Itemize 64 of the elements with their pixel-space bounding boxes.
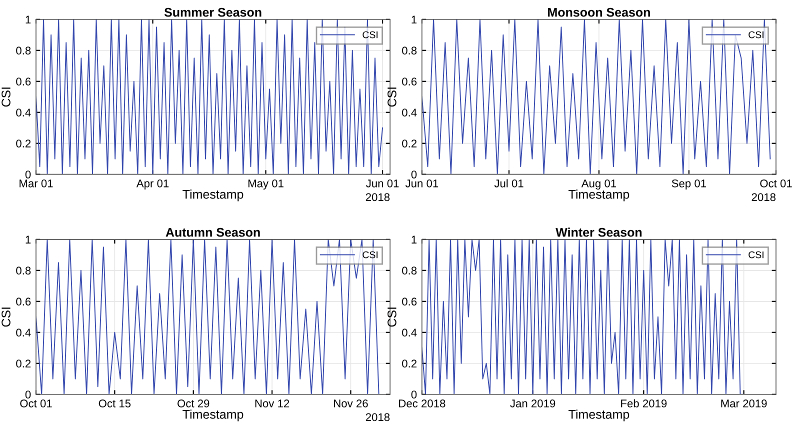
x-tick-label: Jul 01 <box>494 179 524 188</box>
x-tick-label: Oct 01 <box>760 179 792 188</box>
y-tick-label: 0.8 <box>16 266 31 275</box>
y-tick-label: 0.6 <box>402 78 417 86</box>
y-tick-label: 0.8 <box>402 266 417 275</box>
x-tick-label: Aug 01 <box>581 179 616 190</box>
y-tick-label: 0 <box>411 390 417 398</box>
y-tick-label: 0 <box>25 390 31 398</box>
x-tick-label: Mar 2019 <box>721 400 767 408</box>
y-tick-label: 0.2 <box>16 360 31 368</box>
y-tick-label: 0.2 <box>402 140 417 148</box>
x-tick-label: May 01 <box>248 179 284 190</box>
x-tick-label: Nov 26 <box>334 400 368 408</box>
x-tick-label: Dec 2018 <box>399 400 446 408</box>
y-tick-label: 1 <box>412 236 417 244</box>
y-tick-label: 0 <box>411 170 417 178</box>
x-tick-label: Feb 2019 <box>621 399 667 408</box>
text: 2018 <box>366 193 390 202</box>
text: 2018 <box>752 193 776 202</box>
x-tick-label: Oct 01 <box>20 400 52 408</box>
legend-label: CSI <box>748 251 764 258</box>
x-tick-label: Jan 2019 <box>510 400 556 408</box>
x-tick-label: Mar 01 <box>20 179 53 188</box>
legend-label: CSI <box>748 31 764 38</box>
y-tick-label: 0.4 <box>16 328 31 337</box>
line-series <box>36 239 380 394</box>
x-tick-label: Oct 15 <box>98 400 131 408</box>
chart-title: Autumn Season <box>166 228 260 237</box>
legend-label: CSI <box>362 31 378 38</box>
x-axis-title: Timestamp <box>182 190 244 202</box>
y-tick-label: 0.6 <box>16 298 31 306</box>
y-tick-label: 0.8 <box>16 46 31 55</box>
y-tick-label: 1 <box>26 16 31 24</box>
text: 2018 <box>366 413 390 422</box>
chart-title: Monsoon Season <box>548 8 650 17</box>
y-tick-label: 0.4 <box>16 108 31 116</box>
x-tick-label: Nov 12 <box>255 400 290 408</box>
y-tick-label: 0.4 <box>402 108 417 116</box>
y-axis-title: CSI <box>388 88 396 107</box>
x-axis-title: Timestamp <box>568 410 630 422</box>
y-tick-label: 0.2 <box>16 140 31 148</box>
x-axis-title: Timestamp <box>182 410 244 422</box>
chart-title: Summer Season <box>164 8 262 17</box>
legend-label: CSI <box>362 251 378 258</box>
x-tick-label: Jun 01 <box>405 179 438 188</box>
y-tick-label: 0 <box>25 170 31 178</box>
y-tick-label: 0.8 <box>402 46 417 55</box>
x-axis-title: Timestamp <box>568 190 630 202</box>
y-tick-label: 1 <box>412 16 417 24</box>
y-tick-label: 0.4 <box>402 328 417 337</box>
y-axis-title: CSI <box>2 88 10 107</box>
line-series <box>422 19 771 174</box>
line-series <box>36 19 384 174</box>
x-tick-label: Apr 01 <box>136 179 169 190</box>
chart-title: Winter Season <box>556 228 642 237</box>
y-tick-label: 0.6 <box>16 78 31 86</box>
y-axis-title: CSI <box>2 308 10 327</box>
x-tick-label: Oct 29 <box>178 400 210 408</box>
y-tick-label: 1 <box>26 236 31 244</box>
y-axis-title: CSI <box>388 308 396 327</box>
x-tick-label: Jun 01 <box>366 179 399 188</box>
y-tick-label: 0.6 <box>402 298 417 306</box>
y-tick-label: 0.2 <box>402 360 417 368</box>
x-tick-label: Sep 01 <box>672 179 706 190</box>
